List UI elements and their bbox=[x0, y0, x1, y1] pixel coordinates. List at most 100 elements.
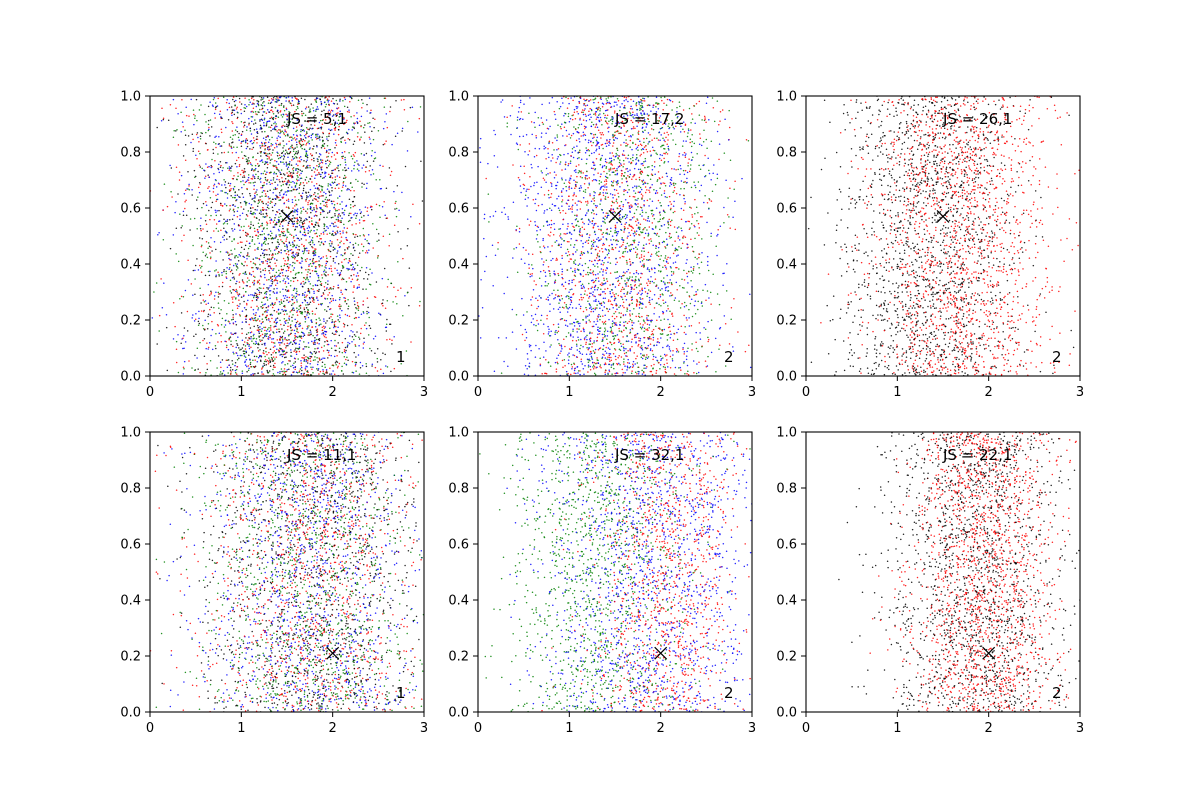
data-point-black bbox=[370, 208, 373, 211]
data-point-red bbox=[536, 319, 538, 322]
data-point-blue bbox=[671, 359, 674, 362]
data-point-black bbox=[231, 109, 234, 111]
data-point-black bbox=[269, 359, 271, 361]
data-point-black bbox=[228, 254, 230, 256]
data-point-red bbox=[636, 373, 638, 375]
data-point-blue bbox=[571, 288, 573, 290]
data-point-green bbox=[226, 193, 229, 195]
data-point-green bbox=[335, 218, 338, 221]
data-point-black bbox=[269, 365, 272, 368]
data-point-green bbox=[656, 180, 658, 182]
data-point-red bbox=[287, 267, 290, 269]
data-point-green bbox=[353, 168, 355, 170]
data-point-blue bbox=[299, 339, 301, 342]
data-point-blue bbox=[276, 282, 279, 284]
data-point-blue bbox=[263, 124, 265, 127]
data-point-green bbox=[347, 269, 349, 271]
data-point-red bbox=[236, 307, 239, 309]
data-point-green bbox=[373, 157, 376, 160]
data-point-red bbox=[276, 211, 279, 214]
data-point-blue bbox=[302, 335, 305, 338]
data-point-red bbox=[585, 341, 587, 344]
data-point-black bbox=[272, 198, 274, 201]
data-point-red bbox=[306, 182, 308, 184]
data-point-red bbox=[302, 182, 305, 184]
data-point-black bbox=[294, 228, 297, 231]
data-point-green bbox=[298, 308, 300, 311]
data-point-red bbox=[366, 210, 368, 213]
data-point-red bbox=[585, 343, 587, 345]
data-point-red bbox=[268, 172, 271, 174]
data-point-black bbox=[302, 189, 305, 192]
data-point-black bbox=[321, 171, 324, 174]
data-point-red bbox=[239, 173, 242, 176]
data-point-blue bbox=[259, 275, 262, 277]
data-point-black bbox=[300, 335, 302, 338]
data-point-green bbox=[231, 240, 233, 243]
data-point-blue bbox=[313, 215, 316, 217]
data-point-blue bbox=[261, 159, 263, 161]
data-point-green bbox=[295, 109, 298, 111]
data-point-black bbox=[303, 184, 305, 187]
data-point-blue bbox=[401, 191, 403, 194]
data-point-black bbox=[260, 150, 263, 153]
data-point-blue bbox=[263, 303, 265, 306]
data-point-black bbox=[332, 257, 335, 260]
data-point-green bbox=[350, 155, 353, 157]
data-point-red bbox=[288, 175, 291, 177]
data-point-black bbox=[313, 252, 315, 255]
data-point-red bbox=[598, 293, 600, 296]
data-point-black bbox=[313, 121, 316, 123]
data-point-green bbox=[693, 181, 695, 183]
data-point-black bbox=[317, 361, 319, 363]
data-point-green bbox=[356, 307, 358, 310]
data-point-green bbox=[319, 283, 322, 286]
data-point-black bbox=[194, 264, 197, 267]
data-point-red bbox=[351, 224, 353, 226]
data-point-black bbox=[363, 183, 365, 185]
data-point-red bbox=[276, 328, 278, 331]
data-point-red bbox=[290, 234, 293, 237]
data-point-black bbox=[182, 214, 185, 216]
data-point-blue bbox=[497, 336, 500, 339]
data-point-blue bbox=[269, 183, 272, 185]
data-point-black bbox=[278, 170, 280, 172]
data-point-red bbox=[597, 277, 600, 279]
data-point-blue bbox=[263, 117, 266, 120]
data-point-green bbox=[618, 218, 620, 220]
data-point-green bbox=[315, 222, 318, 224]
data-point-black bbox=[353, 297, 355, 299]
data-point-blue bbox=[319, 258, 322, 260]
data-point-red bbox=[185, 114, 188, 117]
data-point-blue bbox=[296, 210, 299, 213]
data-point-blue bbox=[308, 290, 311, 293]
data-point-black bbox=[318, 225, 320, 228]
data-point-green bbox=[337, 215, 339, 217]
data-point-blue bbox=[566, 325, 569, 327]
data-point-green bbox=[292, 276, 294, 279]
data-point-black bbox=[297, 219, 299, 222]
data-point-blue bbox=[603, 363, 606, 366]
data-point-blue bbox=[276, 221, 278, 224]
data-point-green bbox=[283, 234, 286, 237]
data-point-green bbox=[221, 372, 224, 375]
data-point-black bbox=[270, 353, 273, 356]
data-point-black bbox=[291, 144, 293, 146]
data-point-black bbox=[326, 150, 328, 153]
data-point-blue bbox=[244, 140, 247, 143]
data-point-green bbox=[221, 190, 224, 192]
data-point-red bbox=[249, 285, 251, 288]
data-point-black bbox=[193, 335, 195, 337]
data-point-red bbox=[324, 119, 327, 121]
data-point-blue bbox=[308, 135, 310, 138]
data-point-red bbox=[497, 241, 499, 244]
data-point-red bbox=[627, 117, 629, 120]
data-point-green bbox=[288, 111, 290, 113]
data-point-red bbox=[664, 355, 667, 357]
data-point-blue bbox=[301, 124, 303, 126]
data-point-black bbox=[281, 341, 283, 344]
data-point-green bbox=[369, 268, 371, 270]
data-point-blue bbox=[205, 163, 207, 165]
data-point-green bbox=[287, 231, 290, 233]
data-point-red bbox=[366, 297, 369, 299]
